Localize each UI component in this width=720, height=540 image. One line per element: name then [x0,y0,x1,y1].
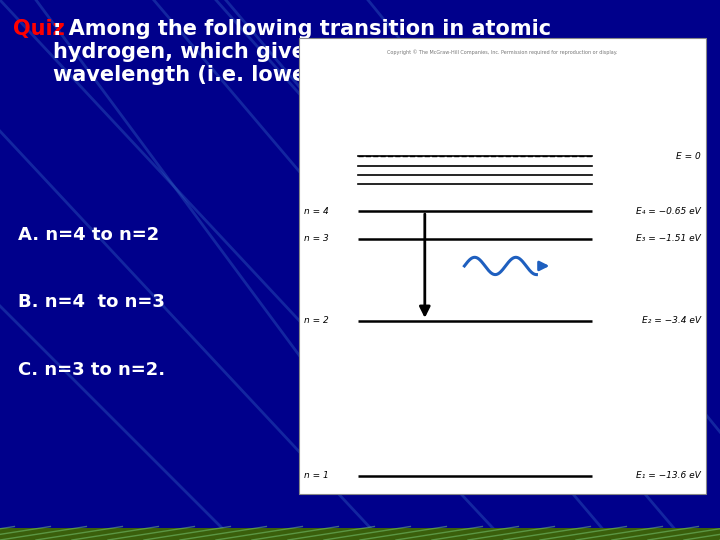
Text: n = 3: n = 3 [304,234,328,243]
Text: n = 1: n = 1 [304,471,328,481]
Text: Copyright © The McGraw-Hill Companies, Inc. Permission required for reproduction: Copyright © The McGraw-Hill Companies, I… [387,49,617,55]
Bar [0,528,720,540]
Text: B. n=4  to n=3: B. n=4 to n=3 [18,293,165,312]
Text: n = 4: n = 4 [304,207,328,215]
Text: E₄ = −0.65 eV: E₄ = −0.65 eV [636,207,701,215]
Text: E = 0: E = 0 [676,152,701,161]
Text: : Among the following transition in atomic
hydrogen, which gives radiation of th: : Among the following transition in atom… [53,19,605,85]
Text: E₁ = −13.6 eV: E₁ = −13.6 eV [636,471,701,481]
Text: E₃ = −1.51 eV: E₃ = −1.51 eV [636,234,701,243]
Bar [299,38,706,494]
Text: A. n=4 to n=2: A. n=4 to n=2 [18,226,159,244]
Text: Quiz: Quiz [13,19,65,39]
Text: n = 2: n = 2 [304,316,328,325]
Text: C. n=3 to n=2.: C. n=3 to n=2. [18,361,165,379]
Text: E₂ = −3.4 eV: E₂ = −3.4 eV [642,316,701,325]
